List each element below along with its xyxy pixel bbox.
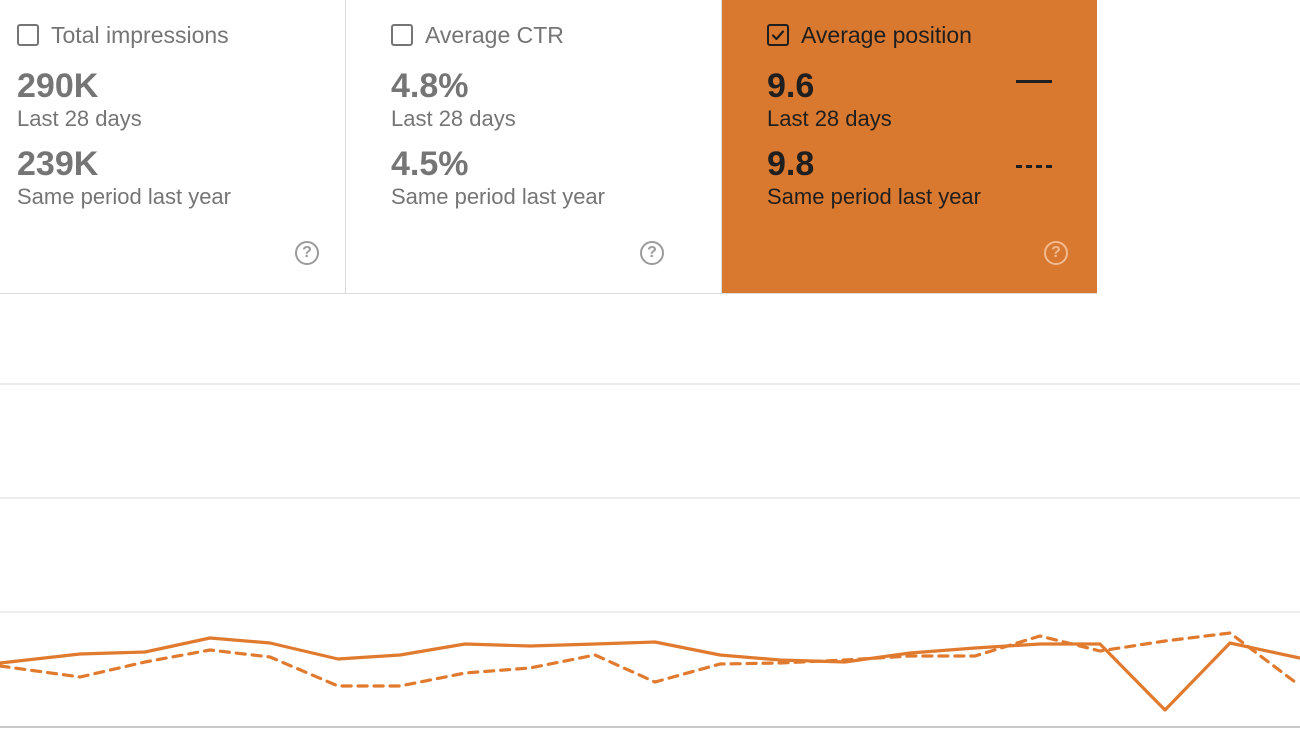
card-total-impressions[interactable]: Total impressions 290K Last 28 days 239K… (0, 0, 346, 293)
card-title: Average CTR (425, 22, 564, 48)
chart-grid (0, 383, 1300, 728)
checkbox-checked-icon[interactable] (767, 24, 789, 46)
metric-cards: Total impressions 290K Last 28 days 239K… (0, 0, 1097, 294)
checkbox-icon[interactable] (391, 24, 413, 46)
help-circle-icon[interactable]: ? (295, 241, 319, 265)
checkmark-icon (771, 30, 785, 41)
average-position-chart (0, 383, 1300, 728)
legend-solid-line-icon (1016, 80, 1052, 83)
metric-value: 9.6 (767, 67, 815, 105)
series-last-28-days-line (0, 636, 1300, 712)
card-average-position[interactable]: Average position 9.6 Last 28 days 9.8 Sa… (722, 0, 1097, 293)
card-title: Average position (801, 22, 972, 48)
compare-label: Same period last year (767, 184, 981, 209)
metric-value: 4.8% (391, 67, 469, 105)
checkbox-icon[interactable] (17, 24, 39, 46)
legend-dashed-line-icon (1016, 165, 1052, 168)
compare-value: 4.5% (391, 145, 469, 183)
chart-series (0, 631, 1300, 712)
help-circle-icon[interactable]: ? (640, 241, 664, 265)
compare-value: 9.8 (767, 145, 815, 183)
metric-label: Last 28 days (767, 106, 892, 131)
card-average-ctr[interactable]: Average CTR 4.8% Last 28 days 4.5% Same … (346, 0, 722, 293)
compare-value: 239K (17, 145, 99, 183)
compare-label: Same period last year (17, 184, 231, 209)
metric-label: Last 28 days (391, 106, 516, 131)
metric-value: 290K (17, 67, 99, 105)
help-circle-icon[interactable]: ? (1044, 241, 1068, 265)
metric-label: Last 28 days (17, 106, 142, 131)
card-title: Total impressions (51, 22, 229, 48)
series-same-period-last-year-line (0, 631, 1300, 688)
compare-label: Same period last year (391, 184, 605, 209)
